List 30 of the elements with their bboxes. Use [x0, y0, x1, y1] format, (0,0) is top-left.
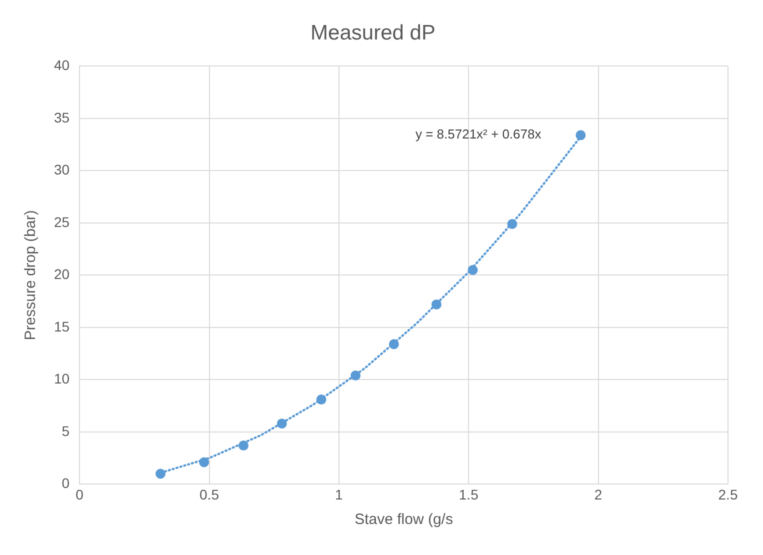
point — [155, 468, 166, 479]
y-tick-label: 40 — [54, 57, 70, 74]
point — [199, 457, 210, 468]
point — [431, 299, 442, 310]
point — [576, 130, 586, 140]
y-tick-label: 15 — [54, 318, 70, 334]
y-tick-label: 25 — [54, 214, 70, 230]
point — [350, 370, 361, 381]
x-axis-title: Stave flow (g/s — [354, 511, 453, 528]
y-tick-label: 35 — [54, 109, 70, 126]
x-tick-label: 2.5 — [718, 486, 738, 502]
chart-title: Measured dP — [310, 21, 436, 44]
x-tick-label: 2 — [594, 486, 602, 502]
point — [316, 394, 326, 405]
y-axis-title: Pressure drop (bar) — [22, 210, 40, 340]
y-tick-label: 0 — [62, 475, 70, 492]
annotation: y = 8.5721x² + 0.678x — [415, 126, 542, 142]
y-tick-label: 30 — [54, 162, 70, 178]
y-tick-label: 20 — [54, 266, 70, 282]
point — [238, 440, 248, 451]
x-tick-label: 1 — [335, 486, 344, 502]
point — [276, 418, 287, 429]
x-tick-label: 0 — [76, 486, 84, 502]
x-tick-label: 1.5 — [458, 486, 479, 502]
y-tick-label: 10 — [54, 370, 70, 387]
point — [388, 339, 399, 350]
x-tick-label: 0.5 — [200, 486, 220, 502]
point — [507, 218, 518, 229]
point — [468, 264, 478, 275]
y-tick-label: 5 — [62, 422, 70, 439]
